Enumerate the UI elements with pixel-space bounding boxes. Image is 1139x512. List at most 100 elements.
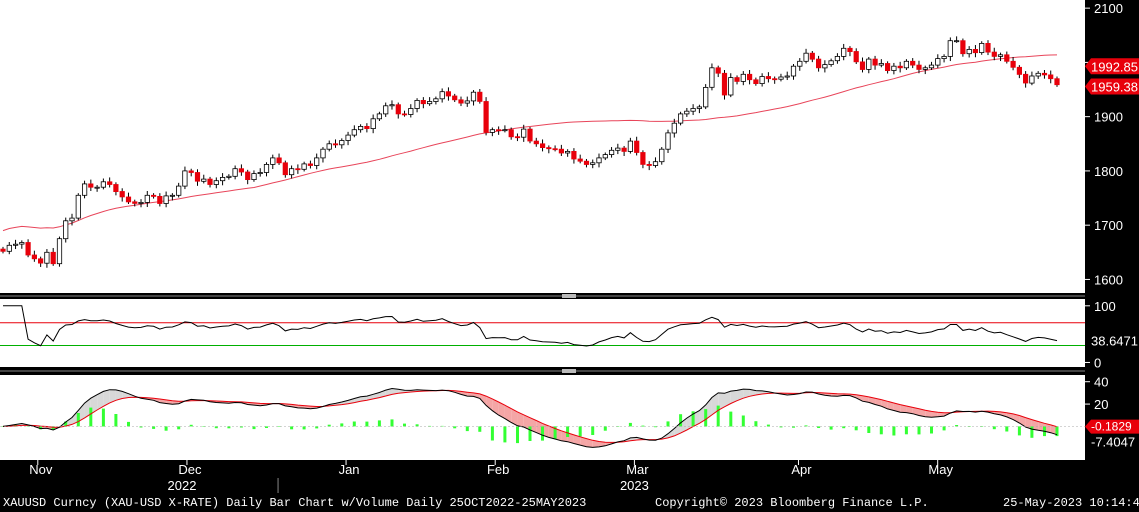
candle-body [38,258,44,264]
rsi-panel-background [0,299,1085,367]
candle [565,149,571,157]
candle [426,97,433,106]
macd-histogram-bar [1055,426,1059,437]
macd-histogram-bar [766,424,770,427]
macd-histogram-bar [578,426,582,437]
candle-body [270,157,276,165]
macd-histogram-bar [214,426,218,429]
candle [357,124,364,133]
candle-body [979,43,985,54]
macd-histogram-bar [691,411,695,427]
candle [678,111,684,126]
candle [157,193,163,207]
candle-body [125,196,132,203]
candle-body [257,172,263,175]
candle-body [540,143,546,149]
macd-histogram-bar [541,426,544,441]
rsi-macd-separator [0,369,1085,373]
macd-signal-fill [460,391,468,397]
candle [571,148,577,164]
month-tick-label: Jan [339,462,360,477]
candle [470,90,477,106]
candle-body [364,126,370,130]
candle-body [803,52,809,62]
candle-body [822,64,828,69]
macd-histogram-bar [478,426,482,432]
macd-histogram-bar [829,426,833,430]
candle-body [558,148,565,154]
candle [257,168,263,177]
candle-body [56,238,63,265]
candle-body [514,136,521,139]
candle [903,59,910,70]
candle [119,188,125,202]
macd-signal-fill [705,397,712,420]
macd-signal-fill [548,426,556,440]
candle [596,153,602,168]
candle-body [489,129,496,133]
candle [433,96,439,105]
candle [954,36,960,43]
candle [772,76,778,84]
candle [972,45,979,58]
candle [163,191,169,208]
panel-separators[interactable] [0,294,1085,373]
candle-body [483,101,489,133]
candle [947,37,953,62]
macd-histogram-bar [904,426,908,435]
candle-body [772,78,778,81]
signal-value-tag-shape [1085,419,1139,434]
rsi-axis: 0 100 38.6471 [1085,299,1138,370]
macd-signal-fill [561,430,568,442]
macd-histogram-bar [754,421,758,427]
candle-body [935,58,941,66]
candle-body [251,173,257,181]
candle-body [866,58,872,70]
macd-signal-line [2,389,1058,443]
macd-histogram-bar [792,426,795,428]
macd-histogram-bar [704,409,708,427]
candle [270,154,276,170]
macd-signal-fill [97,391,104,411]
candle [345,131,351,146]
macd-histogram-bar [465,426,469,432]
candle [307,160,314,169]
candle [251,170,257,182]
candle [38,256,44,267]
candle [213,177,219,189]
candle [1041,69,1048,79]
macd-histogram-bar [39,426,43,430]
candle-body [747,73,753,81]
candle-body [351,129,357,136]
candle-body [420,100,426,105]
candle [226,174,232,180]
candle-body [627,140,634,152]
candle [897,61,903,73]
candle [922,65,928,75]
candle-body [132,201,138,204]
candle [878,59,884,68]
candle [12,239,19,250]
candle [414,98,420,113]
candle [282,160,288,178]
candle [734,75,740,85]
macd-signal-fill [724,391,731,407]
candle [489,127,496,137]
candle-body [345,134,351,141]
candle [778,73,784,82]
candle [966,46,972,58]
candle-body [138,201,144,204]
price-panel [0,0,1085,293]
candle-body [910,60,916,66]
candle-body [288,168,295,176]
candle [332,139,339,148]
candle [107,177,113,188]
macd-marks [0,387,1085,448]
candle-body [602,154,608,159]
candle-body [1016,66,1023,75]
candle-body [301,163,307,170]
moving-average-value-tag: 1992.85 [1085,58,1139,75]
macd-signal-fill [486,396,493,411]
candle [477,88,483,104]
macd-histogram-bar [679,414,683,427]
